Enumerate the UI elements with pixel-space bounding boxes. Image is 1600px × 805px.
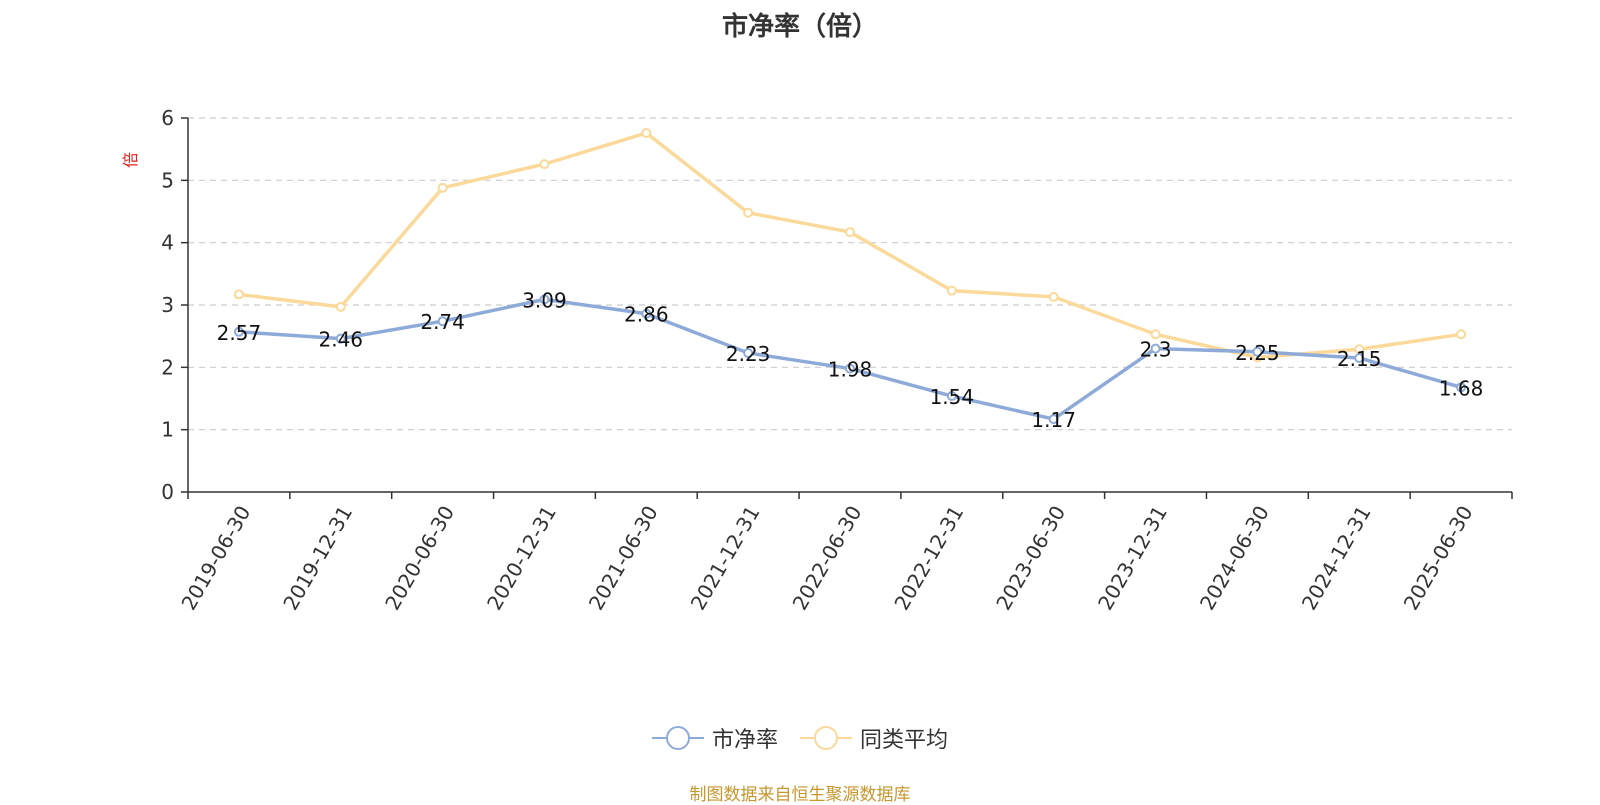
data-point (437, 182, 448, 193)
data-point (1150, 329, 1161, 340)
data-point (539, 294, 550, 305)
legend-pb-marker (651, 726, 704, 750)
y-tick-label: 4 (161, 231, 174, 255)
y-tick-label: 6 (161, 106, 174, 130)
y-tick-label: 0 (161, 480, 174, 504)
y-tick-label: 5 (161, 168, 174, 192)
data-point (1048, 414, 1059, 425)
data-label: 1.98 (828, 358, 873, 382)
data-point (743, 207, 754, 218)
y-tick-label: 2 (161, 355, 174, 379)
data-label: 1.68 (1439, 376, 1484, 400)
legend: 市净率 同类平均 (0, 722, 1600, 754)
data-source-note: 制图数据来自恒生聚源数据库 (689, 785, 911, 805)
legend-peer-average-marker (800, 726, 852, 750)
x-tick-label: 2019-06-30 (176, 502, 255, 615)
legend-label-peer-average: 同类平均 (860, 728, 949, 753)
data-point (1456, 382, 1467, 393)
data-label: 1.17 (1031, 408, 1076, 432)
x-tick-label: 2023-06-30 (991, 502, 1070, 615)
data-label: 2.46 (319, 328, 364, 352)
data-label: 2.15 (1337, 347, 1382, 371)
x-tick-label: 2021-06-30 (584, 502, 663, 615)
x-tick-label: 2023-12-31 (1093, 502, 1172, 615)
data-point (1252, 346, 1263, 357)
data-point (335, 333, 346, 344)
y-axis-unit: 倍 (121, 152, 140, 168)
data-point (743, 347, 754, 358)
data-point (641, 127, 652, 138)
data-point (1354, 352, 1365, 363)
y-tick-label: 3 (161, 293, 174, 317)
x-tick-label: 2020-12-31 (482, 502, 561, 615)
data-label: 2.3 (1140, 338, 1172, 362)
data-label: 2.25 (1235, 341, 1280, 365)
x-axis: 2019-06-30 2019-12-31 2020-06-30 2020-12-31… (176, 491, 1513, 615)
x-tick-label: 2021-12-31 (686, 502, 765, 615)
data-label: 1.54 (930, 385, 975, 409)
x-tick-label: 2022-06-30 (788, 502, 867, 615)
data-point (335, 301, 346, 312)
data-label: 2.86 (624, 303, 669, 327)
data-label: 2.74 (420, 310, 465, 334)
data-point (233, 289, 244, 300)
x-tick-label: 2025-06-30 (1399, 502, 1478, 615)
data-point (845, 227, 855, 238)
data-point (1456, 329, 1467, 340)
grid-lines (188, 117, 1512, 431)
data-point (845, 363, 855, 374)
x-tick-label: 2022-12-31 (889, 502, 968, 615)
data-point (1150, 343, 1161, 354)
data-label: 2.23 (726, 342, 771, 366)
data-point (1048, 291, 1059, 302)
x-tick-label: 2024-06-30 (1195, 502, 1274, 615)
x-tick-label: 2019-12-31 (278, 502, 357, 615)
data-labels: 2.57 2.46 2.74 3.09 2.86 2.23 1.98 1.54 1.17 2.3 2… (217, 288, 1484, 432)
legend-item-pb[interactable]: 市净率 (651, 722, 778, 754)
series-layer (233, 127, 1467, 425)
y-axis: 0 1 2 3 4 5 6 (161, 106, 189, 504)
data-point (233, 326, 244, 337)
y-tick-label: 1 (161, 418, 174, 442)
data-point (946, 285, 957, 296)
legend-item-peer-average[interactable]: 同类平均 (800, 722, 948, 754)
data-label: 3.09 (522, 288, 567, 312)
data-label: 2.57 (217, 321, 262, 345)
data-point (641, 308, 652, 319)
x-tick-label: 2024-12-31 (1297, 502, 1376, 615)
data-point (539, 159, 550, 170)
data-point (437, 316, 448, 327)
chart-title: 市净率（倍） (721, 12, 878, 42)
x-tick-label: 2020-06-30 (380, 501, 459, 614)
data-point (946, 391, 957, 402)
legend-label-pb: 市净率 (711, 728, 778, 753)
